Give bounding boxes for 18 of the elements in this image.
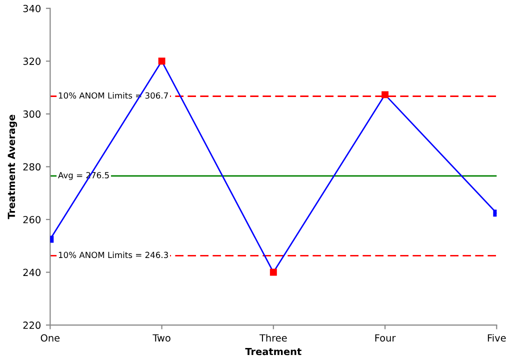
point xyxy=(382,91,388,98)
x-tick-label: One xyxy=(40,334,60,342)
x-tick-label: Five xyxy=(488,334,506,342)
y-tick-label: 320 xyxy=(23,58,40,65)
point xyxy=(158,58,166,65)
x-tick-label: Four xyxy=(375,334,396,342)
ref-line-label: 10% ANOM Limits = 246.3 xyxy=(58,252,168,258)
y-tick-label: 220 xyxy=(23,322,40,329)
x-axis-title: Treatment xyxy=(245,348,302,356)
x-tick-label: Two xyxy=(152,334,170,342)
x-tick-label: Three xyxy=(259,334,287,342)
point xyxy=(270,268,277,276)
y-axis-title: Treatment Average xyxy=(8,114,18,220)
y-tick-label: 340 xyxy=(23,4,40,12)
y-tick-label: 260 xyxy=(23,216,40,224)
y-tick-label: 280 xyxy=(23,163,40,171)
y-tick-label: 240 xyxy=(23,268,40,276)
y-tick-label: 300 xyxy=(23,110,40,118)
